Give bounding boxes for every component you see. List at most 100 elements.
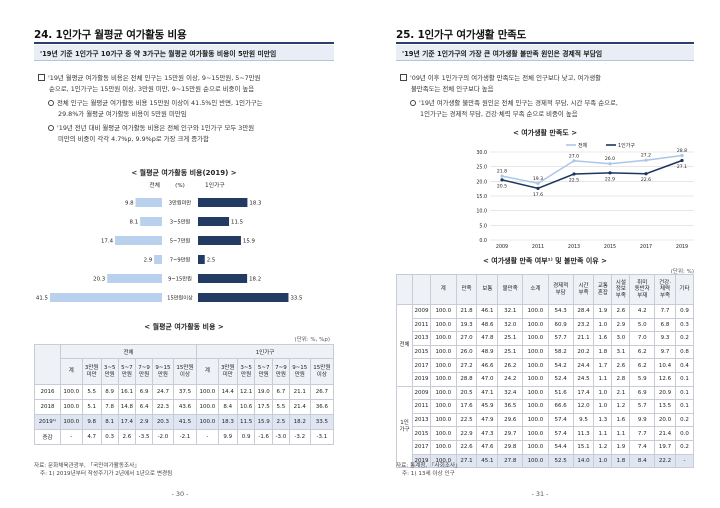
data-label: 22.5: [569, 178, 579, 184]
table-unit: (단위: %, %p): [294, 337, 330, 343]
bullet-item: '19년 여가생활 불만족 원인은 전체 인구는 경제적 부담, 시간 부족 순…: [400, 98, 694, 109]
data-label: 41.5: [36, 296, 48, 302]
bullet-line: 순으로, 1인가구는 15만원 이상, 3만원 미만, 9~15만원 순으로 비…: [49, 84, 255, 93]
bar-total: [140, 217, 162, 226]
table-row: 2011 100.0 19.3 48.6 32.0 100.0 60.9 23.2 1.0 2.9…: [397, 317, 695, 333]
data-label: 21.8: [497, 169, 507, 175]
table-row: 2013 100.0 27.0 47.8 25.1 100.0 57.7 21.1 1.6 3.0…: [397, 331, 695, 346]
bar-total: [115, 236, 162, 245]
data-label: 18.3: [249, 201, 261, 207]
table-row: 2015 100.0 22.9 47.3 29.7 100.0 57.4 11.3 1.1 1.1…: [397, 426, 695, 441]
data-label: 20.3: [93, 277, 105, 283]
x-tick-label: 2019: [676, 244, 688, 250]
bullet-list: '19년 월평균 여가활동 비용은 전체 인구는 15만원 이상, 9~15만원…: [38, 73, 334, 144]
satisfaction-table: 계 만족 보통 불만족 소계 경제적 부담 시간 부족 교통 혼잡 시설 정보 부족 취미 동반자…: [396, 274, 695, 469]
data-label: 22.9: [605, 176, 615, 182]
table-row: 2013 100.0 22.5 47.9 29.6 100.0 57.4 9.5 1.3 1.6 9…: [397, 412, 695, 428]
data-label: 20.5: [497, 183, 507, 189]
table-unit: (단위: %): [670, 269, 694, 275]
square-bullet-icon: [38, 74, 45, 81]
bar-single-household: [198, 293, 289, 302]
data-label: 28.8: [677, 148, 687, 154]
data-label: 27.2: [641, 153, 651, 159]
series-line: [501, 159, 683, 190]
title-rule: [34, 42, 334, 44]
category-label: 7~9만원: [170, 256, 191, 264]
circle-bullet-icon: [48, 125, 54, 131]
table-row: 2019 100.0 27.1 45.1 27.8 100.0 52.5 14.0 1.0 1.8…: [397, 453, 695, 469]
table-row: 2019¹⁾ 100.0 9.8 8.1 17.4 2.9 20.3 41.5 100.0 18.…: [34, 414, 335, 430]
table-row: 2016 100.0 5.5 8.9 16.1 6.9 24.7 37.5 100.0 14.4 1…: [34, 384, 335, 400]
data-label: 27.1: [677, 164, 687, 170]
bullet-line: 미만의 비중이 각각 4.7%p, 9.9%p로 가장 크게 증가함: [58, 134, 209, 143]
y-tick-label: 5.0: [479, 223, 487, 229]
chart-title: < 여가생활 만족도 >: [512, 129, 578, 137]
y-tick-label: 10.0: [476, 209, 487, 215]
data-point: [680, 158, 684, 163]
circle-bullet-icon: [410, 100, 416, 106]
headline: '19년 기준 1인가구의 가장 큰 여가생활 불만족 원인은 경제적 부담임: [396, 45, 694, 61]
bullet-line: 29.8%가 월평균 여가활동 비용이 5만원 미만임: [58, 109, 187, 118]
left-page: 24. 1인가구 월평균 여가활동 비용 '19년 기준 1인가구 10가구 중…: [34, 29, 335, 498]
source-note: 자료: 문화체육관광부, 「국민여가활동조사」 주: 1) 2019년부터 작성…: [34, 463, 173, 477]
data-point: [644, 158, 648, 162]
bar-single-household: [198, 274, 248, 283]
headline: '19년 기준 1인가구 10가구 중 약 3가구는 월평균 여가활동 비용이 …: [34, 45, 334, 61]
table-row: 증감 -4.7 0.3 2.6 -3.5 -2.0 -2.1-9.9 0.9 -1.6 -3.0-…: [34, 429, 335, 445]
data-point: [644, 172, 648, 176]
leisure-satisfaction-line-chart: 0.0 5.0 10.0 15.0 20.0 25.0 30.0 2009 2011 2013 20…: [476, 142, 694, 250]
data-label: 17.6: [533, 192, 543, 198]
data-label: 19.3: [533, 176, 543, 182]
table-title: < 여가생활 만족 여부¹⁾ 및 불만족 이유 >: [482, 257, 608, 265]
y-tick-label: 15.0: [476, 194, 487, 200]
bar-single-household: [198, 217, 230, 226]
x-tick-label: 2011: [532, 244, 544, 250]
bar-single-household: [198, 236, 241, 245]
data-label: 9.8: [125, 201, 134, 207]
leisure-cost-bar-chart: 전체 (%) 1인가구 3만원미만 9.8 18.3 3~5만원 8.1 11.5 5~7만원 17…: [36, 181, 302, 302]
chart-title: < 월평균 여가활동 비용(2019) >: [131, 169, 237, 177]
series-line: [501, 154, 683, 185]
x-tick-label: 2017: [640, 244, 652, 250]
data-label: 11.5: [231, 220, 243, 226]
table-row: 2018 100.0 5.1 7.8 14.8 6.4 22.3 43.6 100.0 8.4 10…: [34, 399, 335, 415]
data-point: [536, 181, 540, 185]
section-title: 25. 1인가구 여가생활 만족도: [396, 29, 527, 41]
legend-label: 1인가구: [618, 142, 635, 149]
table-row: 1인 가구 2009 100.0 20.5 47.1 32.4 100.0 51.6 17.4 1…: [396, 385, 695, 469]
right-page: 25. 1인가구 여가생활 만족도 '19년 기준 1인가구의 가장 큰 여가생…: [360, 0, 720, 508]
data-label: 22.6: [641, 177, 651, 183]
x-tick-label: 2009: [496, 244, 508, 250]
y-tick-label: 30.0: [476, 150, 487, 156]
bullet-item: '19년 전년 대비 월평균 여가활동 비용은 전체 인구와 1인가구 모두 3…: [38, 123, 334, 134]
page-number: - 30 -: [171, 490, 189, 498]
legend-left: 전체: [149, 181, 160, 189]
data-point: [500, 178, 504, 182]
y-tick-label: 20.0: [476, 179, 487, 185]
section-title: 24. 1인가구 월평균 여가활동 비용: [34, 29, 187, 41]
bar-total: [135, 198, 162, 207]
leisure-cost-table: 전체 1인가구 계 3만원 미만 3~5 만원 5~7 만원 7~9 만원 9~15 만원 15…: [34, 344, 335, 445]
bullet-item: 전체 인구는 월평균 여가활동 비용 15만원 이상이 41.5%인 반면, 1…: [38, 98, 334, 109]
bar-single-household: [198, 255, 205, 264]
data-point: [500, 174, 504, 178]
x-tick-label: 2015: [604, 244, 616, 250]
bar-total: [154, 255, 162, 264]
x-tick-label: 2013: [568, 244, 580, 250]
bullet-list: '09년 이후 1인가구의 여가생활 만족도는 전체 인구보다 낮고, 여가생활…: [400, 73, 694, 119]
table-row: 2019 100.0 28.8 47.0 24.2 100.0 52.4 24.5 1.1 2.8…: [397, 371, 695, 387]
legend-unit: (%): [175, 183, 185, 189]
table-row: 전체 2009 100.0 21.8 46.1 32.1 100.0 54.3 28.4 1.9 2…: [396, 304, 695, 387]
data-point: [572, 172, 576, 176]
data-point: [608, 171, 612, 175]
source-note: 자료: 통계청, 「사회조사」 주: 1) 13세 이상 인구: [396, 463, 461, 477]
table-row: 2017 100.0 27.2 46.6 26.2 100.0 54.2 24.4 1.7 2.6…: [397, 358, 695, 373]
data-label: 2.5: [207, 258, 216, 264]
square-bullet-icon: [400, 74, 407, 81]
title-rule: [396, 42, 694, 44]
bullet-item: '19년 월평균 여가활동 비용은 전체 인구는 15만원 이상, 9~15만원…: [38, 73, 334, 84]
bar-single-household: [198, 198, 248, 207]
bullet-line: 불만족도는 전체 인구보다 높음: [411, 84, 494, 93]
category-label: 3만원미만: [169, 199, 192, 207]
data-label: 8.1: [130, 220, 139, 226]
